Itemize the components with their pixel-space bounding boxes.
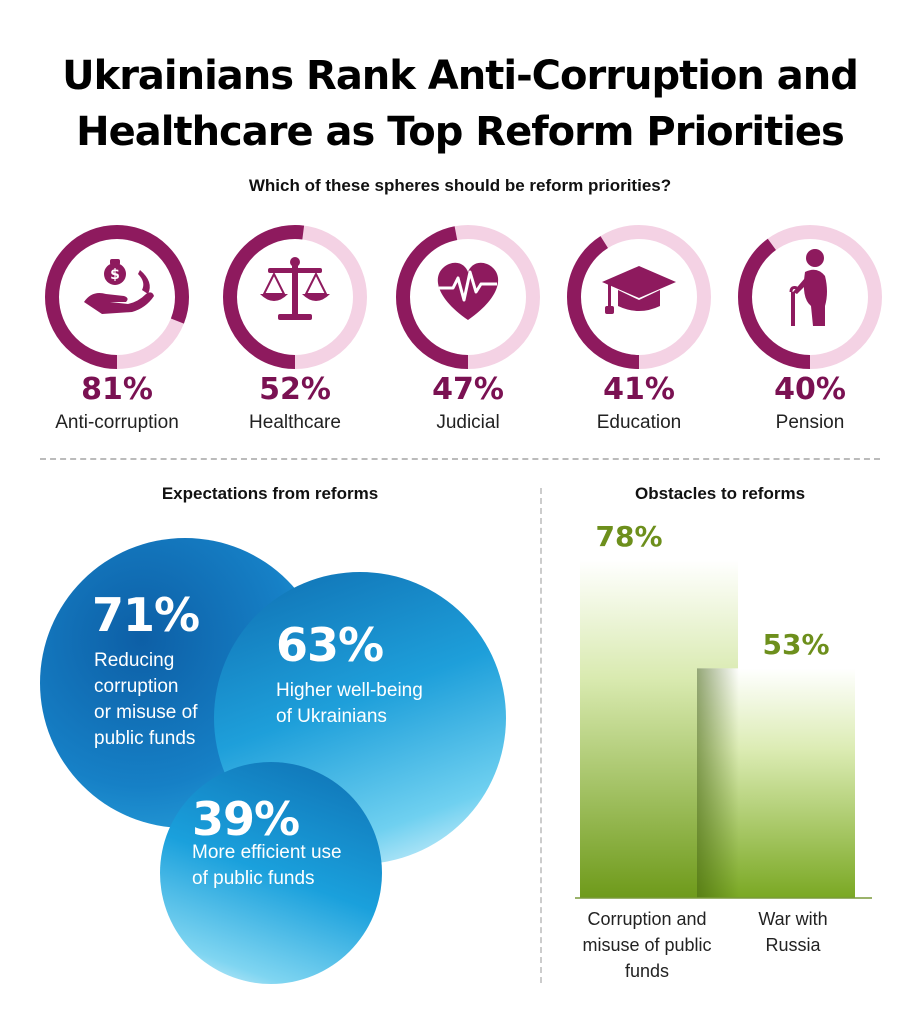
ring-arc-education xyxy=(567,225,711,369)
priority-anti-corruption: $ 81% Anti-corruption xyxy=(42,222,192,437)
bar-category-line: Corruption and xyxy=(587,909,707,929)
expectation-text-line: corruption xyxy=(94,676,179,697)
expectation-bubble-3: 39% More efficient use of public funds xyxy=(160,762,382,984)
priority-label: Judicial xyxy=(436,412,500,433)
ring-chart: $ xyxy=(45,225,189,369)
ring-chart xyxy=(223,225,367,369)
bar-category-line: misuse of public xyxy=(582,935,712,955)
priority-label: Education xyxy=(596,412,682,433)
section-divider xyxy=(40,458,880,460)
priority-education: 41% Education xyxy=(564,222,714,437)
page-title: Ukrainians Rank Anti-Corruption and Heal… xyxy=(0,48,920,160)
bar-category-line: War with xyxy=(758,909,828,929)
priority-pct: 41% xyxy=(603,372,675,407)
priority-pct: 81% xyxy=(81,372,153,407)
expectation-text: Reducing corruption or misuse of public … xyxy=(94,648,197,752)
ring-chart xyxy=(738,225,882,369)
expectation-text: Higher well-being of Ukrainians xyxy=(276,678,423,730)
money-bag-hand-icon: $ xyxy=(84,259,154,314)
priority-judicial: 47% Judicial xyxy=(393,222,543,437)
priority-pct: 40% xyxy=(774,372,846,407)
ring-arc-pension xyxy=(738,225,882,369)
expectation-text-line: public funds xyxy=(94,728,196,749)
expectation-pct: 71% xyxy=(92,588,200,642)
graduation-cap-icon xyxy=(602,266,676,314)
bar-value-label: 53% xyxy=(762,628,830,662)
expectation-text-line: of public funds xyxy=(192,868,315,889)
priority-label: Anti-corruption xyxy=(55,412,179,433)
expectation-text: More efficient use of public funds xyxy=(192,840,342,892)
chart-subtitle: Which of these spheres should be reform … xyxy=(248,176,672,195)
ring-chart xyxy=(396,225,540,369)
expectations-title: Expectations from reforms xyxy=(161,484,379,503)
priority-label: Pension xyxy=(775,412,845,433)
bar-2-shadow xyxy=(697,668,739,898)
expectation-pct: 39% xyxy=(192,792,300,846)
bar-category-label: Corruption and misuse of public funds xyxy=(572,906,722,984)
ring-arc-anti-corruption xyxy=(45,225,189,369)
ring-arc-judicial xyxy=(396,225,540,369)
expectation-text-line: Higher well-being xyxy=(276,680,423,701)
svg-text:$: $ xyxy=(110,267,120,283)
column-divider xyxy=(540,488,542,983)
priority-pct: 52% xyxy=(259,372,331,407)
expectation-pct: 63% xyxy=(276,618,384,672)
heart-pulse-icon xyxy=(437,262,499,320)
bar-value-label: 78% xyxy=(595,520,663,553)
title-line-2: Healthcare as Top Reform Priorities xyxy=(76,109,845,155)
expectation-text-line: of Ukrainians xyxy=(276,706,387,727)
bar-category-label: War with Russia xyxy=(738,906,848,958)
ring-arc-healthcare xyxy=(223,225,367,369)
bar-category-line: funds xyxy=(624,961,670,981)
scales-icon xyxy=(260,257,330,320)
priority-pct: 47% xyxy=(432,372,504,407)
title-line-1: Ukrainians Rank Anti-Corruption and xyxy=(62,53,859,99)
obstacles-title: Obstacles to reforms xyxy=(634,484,806,503)
ring-chart xyxy=(567,225,711,369)
expectation-text-line: Reducing xyxy=(94,650,175,671)
expectation-bubble-1: 71% Reducing corruption or misuse of pub… xyxy=(40,538,330,828)
obstacles-bar-chart xyxy=(575,560,872,899)
priority-healthcare: 52% Healthcare xyxy=(220,222,370,437)
priority-label: Healthcare xyxy=(249,412,341,433)
expectation-text-line: or misuse of xyxy=(94,702,198,723)
expectation-text-line: More efficient use xyxy=(192,842,342,863)
bar-category-line: Russia xyxy=(765,935,821,955)
elderly-person-icon xyxy=(789,249,827,326)
priority-pension: 40% Pension xyxy=(735,222,885,437)
